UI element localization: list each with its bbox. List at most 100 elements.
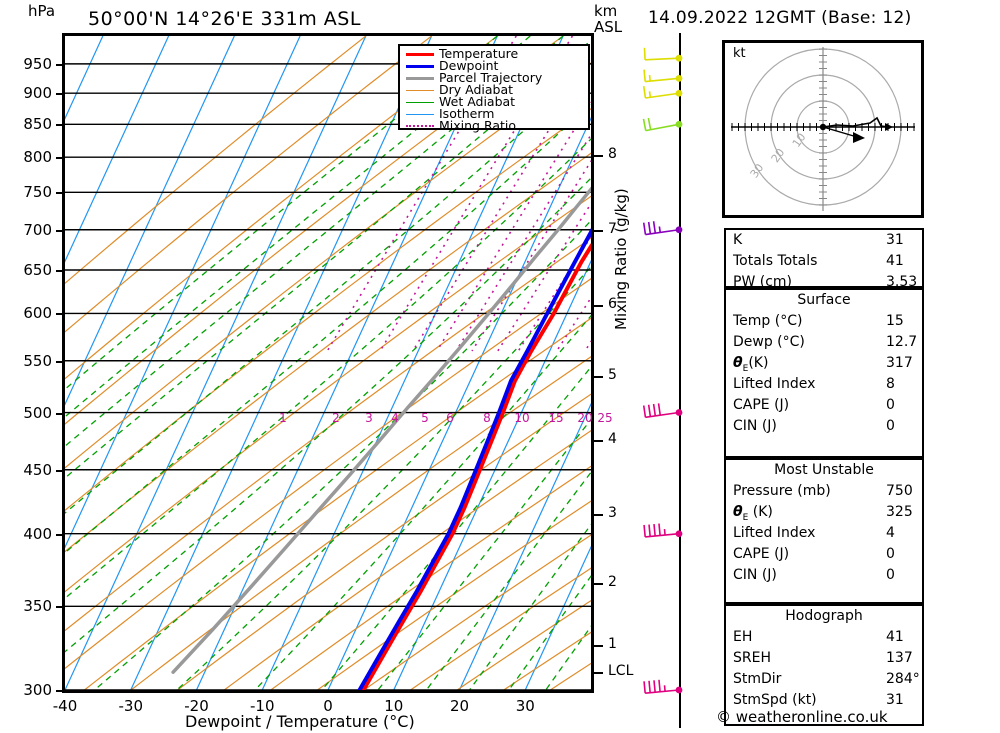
mixing-ratio-label: 6 xyxy=(446,411,454,425)
pressure-tick-label: 500 xyxy=(23,403,52,422)
surface-key: Temp (°C) xyxy=(733,313,803,329)
surface-value: 12.7 xyxy=(886,334,918,350)
most-unstable-value: 4 xyxy=(886,525,895,541)
pressure-tick-label: 450 xyxy=(23,460,52,479)
pressure-tick-label: 400 xyxy=(23,524,52,543)
legend-item: Dewpoint xyxy=(404,59,588,72)
legend-label: Parcel Trajectory xyxy=(439,70,543,85)
surface-value: 8 xyxy=(886,376,895,392)
pressure-tick xyxy=(56,313,65,316)
pressure-tick xyxy=(56,270,65,272)
pressure-tick-label: 350 xyxy=(23,597,52,616)
legend: Temperature Dewpoint Parcel Trajectory Dry … xyxy=(398,44,590,133)
height-tick-label: 4 xyxy=(608,431,617,447)
index-row: K 31 xyxy=(726,230,922,251)
pressure-tick-label: 700 xyxy=(23,220,52,239)
most-unstable-row: CIN (J) 0 xyxy=(726,565,922,586)
height-tick xyxy=(594,645,603,647)
index-key: Totals Totals xyxy=(733,253,818,269)
pressure-tick xyxy=(56,124,65,127)
legend-swatch-dewpoint xyxy=(406,64,434,68)
hodograph-stat-key: EH xyxy=(733,629,753,645)
legend-swatch-wet-adiabat xyxy=(406,101,434,103)
pressure-tick xyxy=(56,360,65,363)
height-tick xyxy=(594,305,603,307)
mixing-ratio-label: 10 xyxy=(514,411,530,425)
temperature-tick-label: 10 xyxy=(384,697,404,715)
most-unstable-key: CIN (J) xyxy=(733,567,777,583)
height-tick xyxy=(594,376,603,378)
hodograph-stat-value: 137 xyxy=(886,650,913,666)
legend-swatch-mixing-ratio xyxy=(406,125,434,127)
height-axis-unit-label: km xyxy=(594,2,618,20)
wind-barb-axis xyxy=(679,33,681,728)
most-unstable-value: 750 xyxy=(886,483,913,499)
temperature-tick-label: -30 xyxy=(118,697,144,715)
pressure-tick-label: 300 xyxy=(23,681,52,699)
hodograph-stats-panel: Hodograph EH 41 SREH 137 StmDir 284° StmSpd (k… xyxy=(724,604,924,726)
wind-barbs xyxy=(642,47,683,694)
legend-swatch-dry-adiabat xyxy=(406,89,434,91)
mixing-ratio-label: 8 xyxy=(483,411,491,425)
surface-value: 0 xyxy=(886,397,895,413)
surface-key: Lifted Index xyxy=(733,376,816,392)
height-tick-label: 1 xyxy=(608,636,617,652)
surface-value: 317 xyxy=(886,355,913,371)
temperature-tick-label: -20 xyxy=(184,697,209,715)
pressure-tick xyxy=(56,63,65,66)
most-unstable-key: Lifted Index xyxy=(733,525,816,541)
pressure-tick xyxy=(56,157,65,160)
lcl-tick xyxy=(594,672,603,674)
lcl-label: LCL xyxy=(608,663,634,679)
hodograph-stat-key: StmSpd (kt) xyxy=(733,692,817,708)
most-unstable-value: 0 xyxy=(886,546,895,562)
hodograph-stats-title: Hodograph xyxy=(785,608,863,624)
mixing-ratio-label: 3 xyxy=(365,411,373,425)
skewt-plot-area[interactable] xyxy=(62,33,594,693)
most-unstable-value: 325 xyxy=(886,504,913,520)
skewt-canvas xyxy=(65,36,591,690)
height-tick-label: 3 xyxy=(608,505,617,521)
surface-key: CAPE (J) xyxy=(733,397,790,413)
index-value: 41 xyxy=(886,253,904,269)
pressure-tick xyxy=(56,690,65,692)
surface-value: 0 xyxy=(886,418,895,434)
surface-panel: Surface Temp (°C) 15 Dewp (°C) 12.7 θE(K) 317… xyxy=(724,288,924,458)
surface-row: Temp (°C) 15 xyxy=(726,311,922,332)
surface-key: θE(K) xyxy=(733,355,769,374)
surface-row: θE(K) 317 xyxy=(726,353,922,374)
hodograph-stat-value: 31 xyxy=(886,692,904,708)
index-row: Totals Totals 41 xyxy=(726,251,922,272)
most-unstable-key: CAPE (J) xyxy=(733,546,790,562)
temperature-tick-label: -40 xyxy=(52,697,78,715)
legend-item: Parcel Trajectory xyxy=(404,70,588,85)
index-row: PW (cm) 3.53 xyxy=(726,272,922,293)
pressure-tick xyxy=(56,469,65,472)
index-value: 3.53 xyxy=(886,274,918,290)
legend-item: Dry Adiabat xyxy=(404,83,588,96)
surface-key: CIN (J) xyxy=(733,418,777,434)
mixing-ratio-label: 4 xyxy=(391,411,399,425)
most-unstable-row: CAPE (J) 0 xyxy=(726,544,922,565)
indices-panel: K 31 Totals Totals 41 PW (cm) 3.53 xyxy=(724,228,924,290)
hodograph-stat-row: StmSpd (kt) 31 xyxy=(726,690,922,711)
hodograph[interactable]: kt 10 20 30 xyxy=(722,40,924,218)
height-tick xyxy=(594,230,603,232)
hodograph-stat-row: StmDir 284° xyxy=(726,669,922,690)
hodograph-stat-value: 41 xyxy=(886,629,904,645)
temperature-tick-label: 0 xyxy=(323,697,333,715)
most-unstable-row: Lifted Index 4 xyxy=(726,523,922,544)
pressure-tick-label: 550 xyxy=(23,351,52,370)
legend-label: Mixing Ratio xyxy=(439,118,517,133)
pressure-tick-label: 600 xyxy=(23,304,52,323)
mixing-ratio-label: 15 xyxy=(548,411,564,425)
hodograph-stat-row: SREH 137 xyxy=(726,648,922,669)
surface-row: CIN (J) 0 xyxy=(726,416,922,437)
height-tick xyxy=(594,514,603,516)
height-tick-label: 5 xyxy=(608,367,617,383)
pressure-tick-label: 950 xyxy=(23,54,52,73)
temperature-tick-label: 20 xyxy=(449,697,470,715)
legend-item: Isotherm xyxy=(404,107,588,120)
height-tick-label: 6 xyxy=(608,296,617,312)
hodograph-stat-value: 284° xyxy=(886,671,920,687)
